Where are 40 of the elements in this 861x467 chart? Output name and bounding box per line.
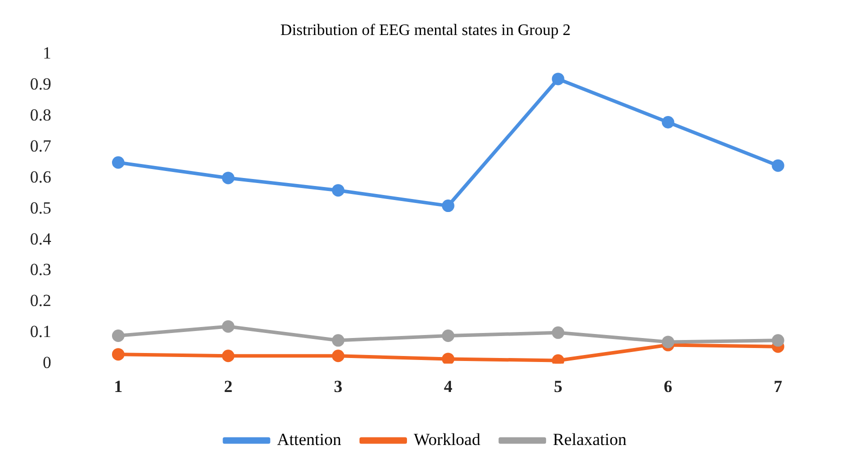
point bbox=[222, 320, 234, 333]
chart-title: Distribution of EEG mental states in Group 2 bbox=[280, 22, 571, 39]
point bbox=[222, 350, 234, 362]
x-tick-label: 3 bbox=[334, 377, 342, 396]
point bbox=[442, 200, 454, 212]
point bbox=[772, 334, 784, 347]
x-tick-label: 1 bbox=[114, 377, 122, 396]
point bbox=[552, 326, 564, 339]
point bbox=[662, 336, 674, 348]
point bbox=[772, 159, 784, 172]
point bbox=[442, 330, 454, 342]
y-tick-label: 1 bbox=[42, 44, 52, 63]
y-tick-label: 0.8 bbox=[30, 106, 52, 125]
y-tick-label: 0.2 bbox=[30, 291, 52, 310]
y-tick-label: 0.4 bbox=[30, 229, 52, 248]
point bbox=[332, 184, 344, 197]
point bbox=[332, 350, 344, 362]
point bbox=[442, 352, 454, 364]
point bbox=[332, 334, 344, 347]
y-tick-label: 0.9 bbox=[30, 74, 52, 94]
y-tick-label: 0.5 bbox=[30, 198, 52, 218]
x-tick-label: 5 bbox=[554, 377, 562, 396]
x-tick-label: 7 bbox=[774, 377, 783, 396]
legend-label: Workload bbox=[414, 430, 481, 449]
x-tick-label: 6 bbox=[664, 377, 672, 396]
x-tick-label: 4 bbox=[444, 377, 453, 396]
y-tick-label: 0.6 bbox=[30, 167, 52, 186]
y-tick-label: 0.7 bbox=[30, 136, 52, 156]
legend-label: Attention bbox=[277, 430, 342, 449]
point bbox=[662, 116, 674, 129]
y-tick-label: 0.1 bbox=[30, 322, 52, 342]
point bbox=[112, 330, 124, 342]
x-tick-label: 2 bbox=[224, 377, 232, 396]
y-tick-label: 0 bbox=[42, 353, 52, 372]
legend-label: Relaxation bbox=[552, 430, 627, 449]
point bbox=[552, 72, 564, 86]
point bbox=[222, 172, 234, 184]
point bbox=[112, 348, 124, 361]
y-tick-label: 0.3 bbox=[30, 260, 52, 280]
point bbox=[112, 156, 124, 169]
